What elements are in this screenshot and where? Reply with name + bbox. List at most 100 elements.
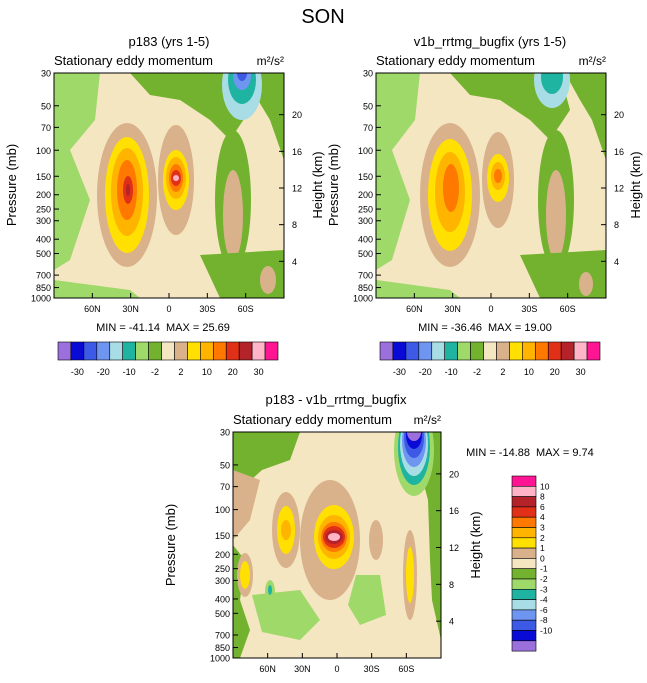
y-tick-label: 700 [358,271,373,281]
y-tick-label: 500 [36,249,51,259]
colorbar-label: -10 [540,626,553,636]
y-tick-label: 30 [363,69,373,79]
colorbar-swatch [511,506,537,518]
colorbar-swatch [511,619,537,631]
y2-tick-label: 4 [292,257,297,267]
contour-fill [376,280,460,298]
panel-v1b: v1b_rrtmg_bugfix (yrs 1-5) Stationary ed… [326,34,643,334]
units-label: m²/s² [257,54,284,68]
panel-p183: p183 (yrs 1-5) Stationary eddy momentum … [4,34,325,334]
y2-axis: 4 8 12 16 20 [436,469,459,627]
colorbar-swatch [200,341,214,361]
colorbar-label: 6 [540,502,545,512]
colorbar-swatch [57,341,72,361]
contour-fill [348,575,386,625]
colorbar-swatch [511,527,537,539]
panel-title: p183 (yrs 1-5) [129,34,210,49]
panel-title: v1b_rrtmg_bugfix (yrs 1-5) [414,34,566,49]
y-tick-label: 300 [358,216,373,226]
colorbar-swatch [511,609,537,621]
colorbar-label: -20 [97,367,110,377]
contour-fill [130,73,250,140]
contour-fill [126,184,130,196]
x-axis: 60N 30N 0 30S 60S [259,653,414,674]
contour-fill [541,73,563,94]
y2-tick-label: 8 [292,220,297,230]
min-label: MIN = -41.14 [96,322,160,334]
colorbar-swatch [109,341,124,361]
colorbar-label: -2 [151,367,159,377]
y-tick-label: 70 [220,482,230,492]
y2-tick-label: 12 [292,184,302,194]
contour-fill [328,533,340,541]
colorbar-label: 30 [576,367,586,377]
y2-tick-label: 8 [449,580,454,590]
colorbar-swatch [379,341,394,361]
colorbar-swatch [251,341,266,361]
y-tick-label: 150 [358,172,373,182]
panel-title: p183 - v1b_rrtmg_bugfix [266,392,407,407]
colorbar-swatch [496,341,510,361]
contour-fill [565,73,606,160]
y2-axis-label: Height (km) [468,511,483,578]
colorbar-swatch [511,578,537,590]
y-tick-label: 100 [36,146,51,156]
contour-fill [546,170,566,260]
colorbar-swatch [174,341,188,361]
y-tick-label: 50 [363,101,373,111]
colorbar-left: -30 -20 -10 -2 2 10 20 30 [57,341,279,377]
contour-fill [233,432,300,500]
colorbar-label: -1 [540,564,548,574]
y2-tick-label: 20 [614,110,624,120]
units-label: m²/s² [579,54,606,68]
contour-fill [233,470,260,540]
contour-fill [260,266,276,294]
y2-tick-label: 4 [449,617,454,627]
colorbar-swatch [511,599,537,611]
colorbar-swatch [586,341,601,361]
y2-tick-label: 8 [614,220,619,230]
colorbar-swatch [83,341,98,361]
colorbar-label: 2 [500,367,505,377]
colorbar-label: -8 [540,615,548,625]
colorbar-label: 10 [540,481,550,491]
colorbar-swatch [547,341,562,361]
x-tick-label: 30S [364,664,380,674]
contour-fill [173,175,179,181]
y-tick-label: 400 [215,594,230,604]
colorbar-swatch [511,496,537,508]
colorbar-label: -2 [473,367,481,377]
y-tick-label: 50 [41,101,51,111]
y2-axis: 4 8 12 16 20 [601,110,624,267]
y-axis-label: Pressure (mb) [163,504,178,586]
colorbar-swatch [238,341,253,361]
y-tick-label: 70 [363,123,373,133]
colorbar-label: 1 [540,543,545,553]
y-tick-label: 1000 [210,654,230,664]
colorbar-swatch [96,341,111,361]
colorbar-swatch [135,341,149,361]
contour-fill [579,272,593,296]
y-tick-label: 150 [36,172,51,182]
colorbar-swatch [70,341,85,361]
colorbar-swatch [431,341,446,361]
contour-fill [369,520,383,560]
colorbar-swatch [511,588,537,600]
y-tick-label: 1000 [31,294,51,304]
colorbar-label: -20 [419,367,432,377]
x-tick-label: 30N [122,304,139,314]
y2-axis: 4 8 12 16 20 [279,110,302,267]
colorbar-swatch [511,630,537,642]
colorbar-swatch [212,341,227,361]
colorbar-swatch [187,341,201,361]
y-tick-label: 30 [41,69,51,79]
panel-subtitle: Stationary eddy momentum [54,53,213,68]
x-tick-label: 30S [199,304,215,314]
min-label: MIN = -14.88 [466,447,530,459]
y-tick-label: 200 [358,190,373,200]
y-tick-label: 1000 [353,294,373,304]
x-tick-label: 30N [444,304,461,314]
colorbar-swatch [225,341,240,361]
colorbar-swatch [560,341,575,361]
